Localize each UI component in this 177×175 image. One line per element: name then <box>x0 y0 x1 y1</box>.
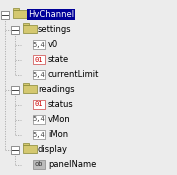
Bar <box>11 145 19 153</box>
Text: vMon: vMon <box>48 115 71 124</box>
Text: 5,4: 5,4 <box>33 41 45 47</box>
Bar <box>11 86 19 93</box>
Text: panelName: panelName <box>48 160 96 169</box>
Bar <box>1 10 9 19</box>
Text: currentLimit: currentLimit <box>48 70 99 79</box>
Text: ob: ob <box>35 162 43 167</box>
Text: v0: v0 <box>48 40 58 49</box>
Bar <box>33 40 45 49</box>
Bar <box>13 8 19 10</box>
Text: state: state <box>48 55 69 64</box>
Bar <box>33 70 45 79</box>
Bar <box>23 143 29 145</box>
Text: status: status <box>48 100 74 109</box>
Text: 01: 01 <box>35 57 43 62</box>
Bar <box>13 10 27 18</box>
Text: readings: readings <box>38 85 75 94</box>
Text: display: display <box>38 145 68 154</box>
Bar <box>33 100 45 109</box>
Bar <box>33 160 45 169</box>
Bar <box>33 130 45 139</box>
Text: 5,4: 5,4 <box>33 72 45 78</box>
Bar <box>23 83 29 85</box>
Text: 5,4: 5,4 <box>33 131 45 138</box>
Bar <box>23 25 37 33</box>
Bar <box>33 55 45 64</box>
Bar <box>11 26 19 33</box>
Text: HvChannel: HvChannel <box>28 10 74 19</box>
Text: 01: 01 <box>35 102 43 107</box>
Text: settings: settings <box>38 25 72 34</box>
Bar <box>23 85 37 93</box>
Bar <box>23 23 29 25</box>
Text: 5,4: 5,4 <box>33 117 45 122</box>
Bar <box>23 145 37 152</box>
Bar <box>33 115 45 124</box>
Text: iMon: iMon <box>48 130 68 139</box>
